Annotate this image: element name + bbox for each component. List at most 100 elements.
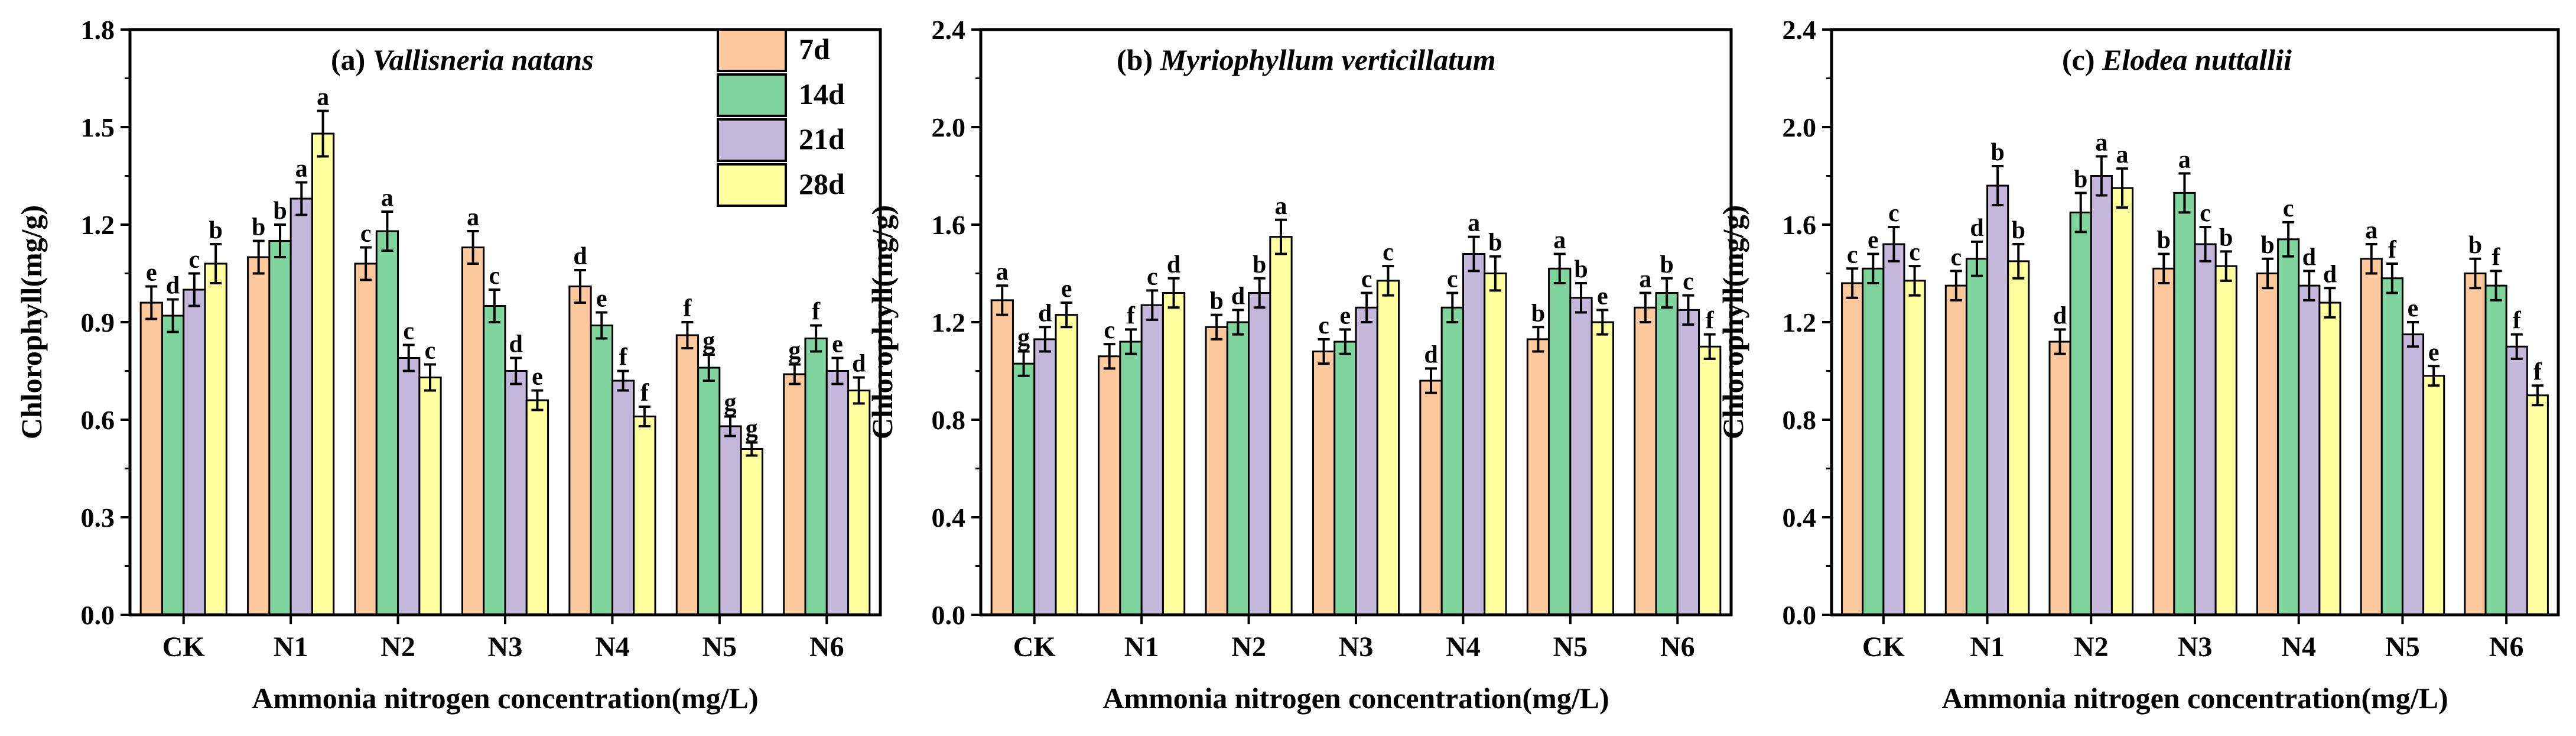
y-tick-label: 1.5 bbox=[81, 112, 115, 142]
significance-label: b bbox=[2260, 232, 2274, 259]
y-axis-label: Chlorophyll(mg/g) bbox=[866, 205, 899, 439]
legend-label: 14d bbox=[799, 77, 845, 111]
bar-7d-N6 bbox=[783, 373, 806, 616]
significance-label: b bbox=[1990, 139, 2004, 166]
y-tick-label: 0.6 bbox=[81, 405, 115, 435]
significance-label: f bbox=[1127, 302, 1136, 329]
legend-swatch-21d bbox=[717, 118, 787, 162]
x-tick-label: CK bbox=[1013, 631, 1056, 663]
x-tick-label: N2 bbox=[1231, 631, 1266, 663]
bar-14d-N6 bbox=[2484, 284, 2507, 616]
significance-label: d bbox=[1038, 300, 1052, 327]
significance-label: a bbox=[2116, 141, 2129, 168]
significance-label: c bbox=[1683, 268, 1694, 296]
legend-swatch-14d bbox=[717, 73, 787, 117]
significance-label: c bbox=[1447, 266, 1458, 293]
y-tick-label: 2.4 bbox=[932, 15, 966, 45]
legend-label: 21d bbox=[799, 122, 845, 155]
significance-label: a bbox=[2178, 146, 2191, 173]
significance-label: c bbox=[1951, 244, 1962, 271]
chart-title-prefix: (b) bbox=[1117, 43, 1153, 76]
bar-28d-N6 bbox=[2526, 394, 2549, 616]
bar-7d-N6 bbox=[1634, 306, 1657, 616]
bar-28d-N5 bbox=[2422, 375, 2445, 616]
bar-14d-CK bbox=[1011, 362, 1036, 616]
y-tick-label: 0.8 bbox=[1783, 405, 1817, 435]
significance-label: c bbox=[1909, 239, 1920, 266]
legend-swatch-7d bbox=[717, 28, 787, 72]
plot-frame bbox=[128, 28, 882, 617]
x-tick-label: N4 bbox=[595, 631, 630, 663]
significance-label: c bbox=[425, 338, 436, 365]
significance-label: e bbox=[832, 331, 843, 358]
significance-label: d bbox=[2323, 261, 2337, 288]
significance-label: f bbox=[812, 299, 821, 326]
significance-label: a bbox=[996, 258, 1009, 286]
bar-28d-N2 bbox=[418, 377, 442, 616]
x-axis-label: Ammonia nitrogen concentration(mg/L) bbox=[252, 682, 758, 715]
y-tick-label: 2.0 bbox=[1783, 112, 1817, 142]
x-axis-label: Ammonia nitrogen concentration(mg/L) bbox=[1102, 682, 1609, 715]
bar-28d-N1 bbox=[311, 132, 335, 616]
significance-label: c bbox=[1318, 312, 1329, 339]
plot-frame bbox=[1830, 28, 2560, 617]
bar-14d-N3 bbox=[1333, 341, 1357, 616]
bar-21d-N2 bbox=[1248, 292, 1271, 616]
bar-21d-N2 bbox=[2090, 175, 2113, 616]
chart-panel-a: 0.00.30.60.91.21.51.8e dcbCKbbaaN1caccN2a… bbox=[15, 15, 882, 715]
significance-label: f bbox=[2513, 307, 2522, 335]
significance-label: c bbox=[1383, 239, 1394, 266]
bar-7d-N1 bbox=[247, 256, 271, 616]
significance-label: d bbox=[509, 331, 522, 358]
significance-label: d bbox=[1424, 341, 1437, 368]
bar-21d-CK bbox=[183, 288, 206, 616]
significance-label: e bbox=[146, 260, 157, 287]
legend-label: 7d bbox=[799, 33, 830, 66]
significance-label: c bbox=[2283, 195, 2294, 222]
bar-7d-N3 bbox=[2152, 267, 2175, 616]
significance-label: b bbox=[2157, 227, 2171, 254]
bar-14d-N4 bbox=[590, 325, 613, 616]
significance-label: c bbox=[360, 221, 372, 248]
y-axis-label: Chlorophyll(mg/g) bbox=[1716, 205, 1749, 439]
bar-14d-N3 bbox=[2173, 192, 2196, 616]
significance-label: c bbox=[189, 247, 200, 274]
bar-14d-N1 bbox=[268, 240, 292, 616]
bar-21d-N5 bbox=[2401, 333, 2425, 616]
significance-label: a bbox=[295, 155, 308, 183]
significance-label: b bbox=[1531, 300, 1545, 327]
significance-label: d bbox=[2302, 244, 2316, 271]
significance-label: g bbox=[746, 416, 758, 443]
significance-label: a bbox=[1275, 193, 1287, 220]
bar-14d-N5 bbox=[697, 367, 721, 616]
bar-14d-N1 bbox=[1119, 341, 1143, 616]
significance-label: b bbox=[209, 217, 222, 244]
bar-21d-N3 bbox=[1355, 306, 1378, 616]
y-tick-label: 0.0 bbox=[932, 600, 966, 630]
legend: 7d 14d 21d 28d bbox=[717, 28, 845, 207]
chart-title-species: Myriophyllum verticillatum bbox=[1160, 43, 1496, 76]
significance-label: a bbox=[381, 184, 393, 212]
significance-label: a bbox=[1639, 266, 1651, 293]
bar-21d-N3 bbox=[504, 370, 528, 616]
significance-label: a bbox=[2095, 129, 2107, 157]
x-tick-label: N1 bbox=[274, 631, 308, 663]
bar-28d-N5 bbox=[740, 448, 763, 616]
bar-7d-CK bbox=[990, 299, 1014, 616]
y-tick-label: 1.6 bbox=[1783, 210, 1817, 240]
significance-label: c bbox=[1888, 200, 1900, 227]
bar-14d-N2 bbox=[1226, 321, 1250, 616]
significance-label: c bbox=[1847, 241, 1858, 268]
bar-21d-N4 bbox=[1462, 253, 1486, 616]
bar-28d-N3 bbox=[525, 399, 549, 616]
significance-label: e bbox=[532, 364, 543, 391]
x-tick-label: N6 bbox=[809, 631, 844, 663]
bar-7d-CK bbox=[1841, 282, 1864, 616]
significance-label: e bbox=[2408, 295, 2419, 322]
bar-21d-N5 bbox=[1569, 297, 1593, 616]
x-tick-label: N4 bbox=[1446, 631, 1481, 663]
x-tick-label: N3 bbox=[2178, 631, 2213, 663]
